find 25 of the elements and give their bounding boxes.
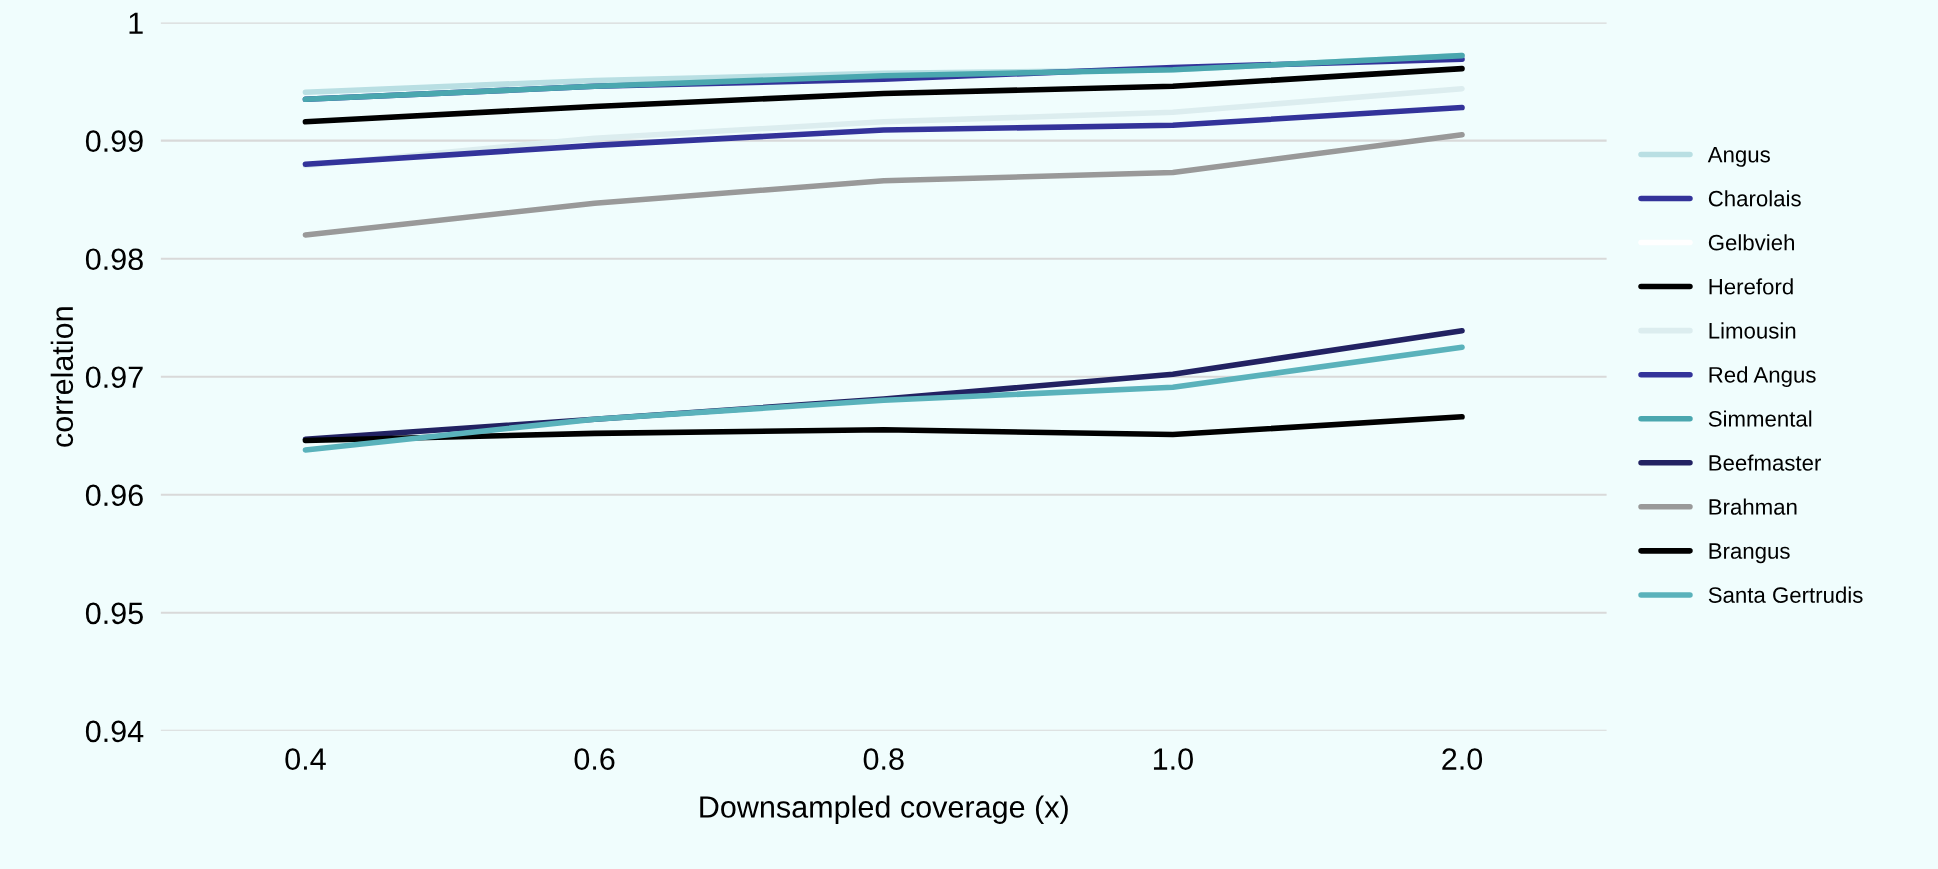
- legend-label: Santa Gertrudis: [1708, 586, 1863, 603]
- legend-label: Simmental: [1708, 410, 1812, 427]
- legend-label: Limousin: [1709, 322, 1796, 339]
- x-tick-label: 0.8: [863, 748, 904, 770]
- y-tick-label: 0.98: [85, 248, 143, 271]
- x-tick-label: 1.0: [1153, 748, 1193, 770]
- y-tick-label: 0.96: [85, 484, 143, 507]
- legend-label: Gelbvieh: [1708, 234, 1794, 251]
- legend-label: Hereford: [1709, 278, 1793, 295]
- y-tick-label: 0.95: [85, 602, 143, 625]
- legend-label: Charolais: [1708, 190, 1801, 207]
- x-tick-label: 0.6: [574, 748, 615, 770]
- y-tick-label: 0.97: [85, 366, 143, 389]
- y-tick-label: 1: [129, 12, 143, 34]
- x-tick-label: 0.4: [285, 748, 326, 770]
- legend-label: Angus: [1707, 146, 1770, 167]
- legend-label: Brangus: [1709, 543, 1790, 564]
- legend-label: Red Angus: [1709, 366, 1816, 388]
- y-tick-label: 0.94: [85, 720, 144, 743]
- legend-label: Brahman: [1709, 498, 1797, 515]
- y-tick-label: 0.99: [85, 130, 143, 153]
- x-axis-title: Downsampled coverage (x): [700, 795, 1068, 824]
- x-tick-label: 2.0: [1442, 748, 1483, 770]
- y-axis-title: correlation: [50, 307, 74, 447]
- legend-label: Beefmaster: [1709, 454, 1821, 471]
